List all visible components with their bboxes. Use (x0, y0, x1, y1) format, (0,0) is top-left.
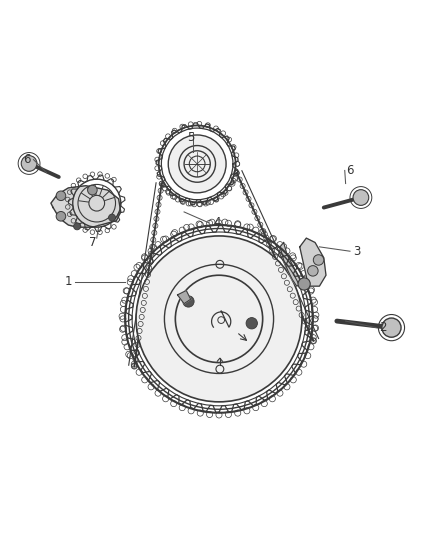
Polygon shape (280, 243, 301, 286)
Text: 6: 6 (346, 164, 354, 177)
Circle shape (74, 223, 81, 230)
Circle shape (298, 278, 310, 290)
Circle shape (56, 191, 66, 200)
Polygon shape (51, 185, 121, 227)
Text: 3: 3 (353, 245, 360, 258)
Text: 5: 5 (187, 131, 194, 144)
Circle shape (56, 212, 66, 221)
Circle shape (382, 318, 401, 337)
Text: 7: 7 (88, 236, 96, 249)
Circle shape (313, 255, 324, 265)
Circle shape (307, 265, 318, 276)
Polygon shape (177, 290, 191, 304)
Circle shape (183, 296, 194, 307)
Circle shape (136, 236, 302, 402)
Text: 2: 2 (379, 321, 386, 334)
Circle shape (168, 135, 226, 193)
Polygon shape (300, 238, 326, 286)
Circle shape (246, 318, 258, 329)
Text: 4: 4 (213, 216, 221, 229)
Text: 1: 1 (65, 275, 72, 288)
Circle shape (88, 185, 97, 195)
Circle shape (353, 190, 369, 205)
Circle shape (109, 214, 116, 221)
Text: 6: 6 (23, 153, 31, 166)
Circle shape (21, 156, 37, 171)
